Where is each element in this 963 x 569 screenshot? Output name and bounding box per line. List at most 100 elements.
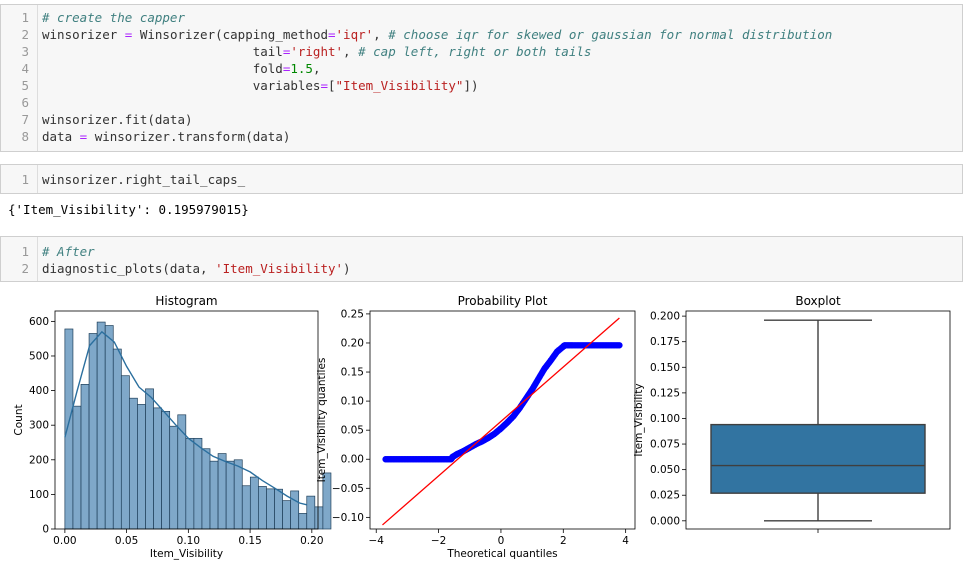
cell-output-text: {'Item_Visibility': 0.195979015} [8,202,249,217]
code-cell-1[interactable]: 1 # create the capper 2 winsorizer = Winsor… [0,4,963,152]
code-text: # create the capper [42,9,185,26]
histogram-bar [266,488,275,530]
code-token: = [79,129,88,144]
line-number-gutter [1,5,38,151]
histogram-bar [104,325,114,530]
y-tick-label: −0.05 [332,483,364,495]
y-tick-label: 0.00 [341,454,364,466]
y-axis-label: Count [13,404,25,435]
y-tick-label: 0.050 [650,464,680,476]
histogram-bar [129,397,138,530]
histogram-bar [322,472,332,530]
histogram-bar [249,476,259,530]
histogram-bar [241,485,251,530]
y-tick-label: 0.25 [341,308,364,320]
y-tick-label: 0.075 [650,439,680,451]
x-tick-label: 0.05 [115,535,138,547]
histogram-bar [193,437,203,530]
code-token: = [124,27,133,42]
histogram-bar [80,384,90,530]
x-tick-label: 4 [622,535,629,547]
histogram-bar [201,448,211,530]
y-tick-label: 300 [29,420,49,432]
kde-curve [64,330,308,506]
y-tick-label: 0 [42,524,49,536]
code-text: variables=["Item_Visibility"]) [42,77,479,94]
code-text: fold=1.5, [42,60,321,77]
code-token: winsorizer.right_tail_caps_ [42,172,246,187]
code-token: , [312,61,321,76]
y-tick-label: 0.025 [650,490,680,502]
code-cell-3[interactable]: 1 # After 2 diagnostic_plots(data, 'Item_Vi… [0,236,963,282]
code-token: tail [42,44,283,59]
histogram-bar [161,410,171,530]
histogram-bar [96,321,106,530]
x-tick-label: 0.20 [300,535,323,547]
line-number: 1 [21,172,29,187]
axes-frame [685,310,951,530]
code-token: data [42,129,80,144]
chart-title: Histogram [155,294,217,308]
histogram-bar [306,495,316,530]
code-text: tail='right', # cap left, right or both … [42,43,592,60]
y-tick-label: 200 [29,454,49,466]
line-number: 2 [21,261,29,276]
line-number-gutter [1,165,38,193]
y-tick-label: 0.150 [650,362,680,374]
y-tick-label: 0.175 [650,336,680,348]
y-tick-label: 0.125 [650,387,680,399]
code-text: winsorizer = Winsorizer(capping_method='… [42,26,832,43]
histogram-bar [153,407,162,530]
x-tick-label: 2 [560,535,567,547]
code-token: 'iqr' [335,27,374,42]
histogram-bar [233,459,243,530]
histogram-bar [145,388,154,530]
code-token: = [282,61,291,76]
histogram-bar [120,375,130,530]
line-number: 5 [21,78,29,93]
y-tick-label: −0.10 [332,512,364,524]
x-tick-label: 0.00 [53,535,76,547]
code-text: diagnostic_plots(data, 'Item_Visibility'… [42,260,351,277]
code-token: 'right' [290,44,344,59]
line-number: 2 [21,27,29,42]
y-tick-label: 0.15 [341,367,364,379]
code-token: ) [343,261,351,276]
x-axis-label: Theoretical quantiles [446,548,557,560]
code-token: 'Item_Visibility' [215,261,344,276]
code-cell-2[interactable]: 1 winsorizer.right_tail_caps_ [0,164,963,194]
histogram-bar [282,500,291,530]
code-text: winsorizer.fit(data) [42,111,193,128]
histogram-bar [298,513,308,530]
y-axis-label: Item_Visibility quantiles [316,358,328,483]
y-tick-label: 0.10 [341,396,364,408]
histogram-bar [314,506,324,530]
histogram-bar [185,437,195,530]
quantile-point [616,342,623,349]
diagnostic-plots-figure: Histogram 0 100 200 300 400 500 600 0.00 0.05 0.10… [13,294,951,560]
y-tick-label: 0.000 [650,515,680,527]
code-token: # After [42,244,95,259]
code-token: variables [42,78,321,93]
code-token: # cap left, right or both tails [358,44,592,59]
line-number-gutter [1,237,38,281]
histogram-bar [169,425,179,530]
code-token: winsorizer.transform(data) [87,129,291,144]
line-number: 8 [21,129,29,144]
histogram-bar [274,488,283,530]
code-text: winsorizer.right_tail_caps_ [42,171,245,188]
x-tick-label: 0.10 [177,535,200,547]
y-tick-label: 0.100 [650,413,680,425]
histogram-bar [112,348,122,530]
code-token: winsorizer [42,27,125,42]
y-tick-label: 500 [29,350,49,362]
code-token: winsorizer.fit(data) [42,112,193,127]
histogram-bar [137,404,146,530]
x-tick-label: 0.15 [238,535,261,547]
chart-title: Boxplot [795,294,841,308]
y-tick-label: 0.05 [341,425,364,437]
chart-title: Probability Plot [458,294,548,308]
code-text: # After [42,243,95,260]
y-tick-label: 0.200 [650,311,680,323]
line-number: 1 [21,10,29,25]
